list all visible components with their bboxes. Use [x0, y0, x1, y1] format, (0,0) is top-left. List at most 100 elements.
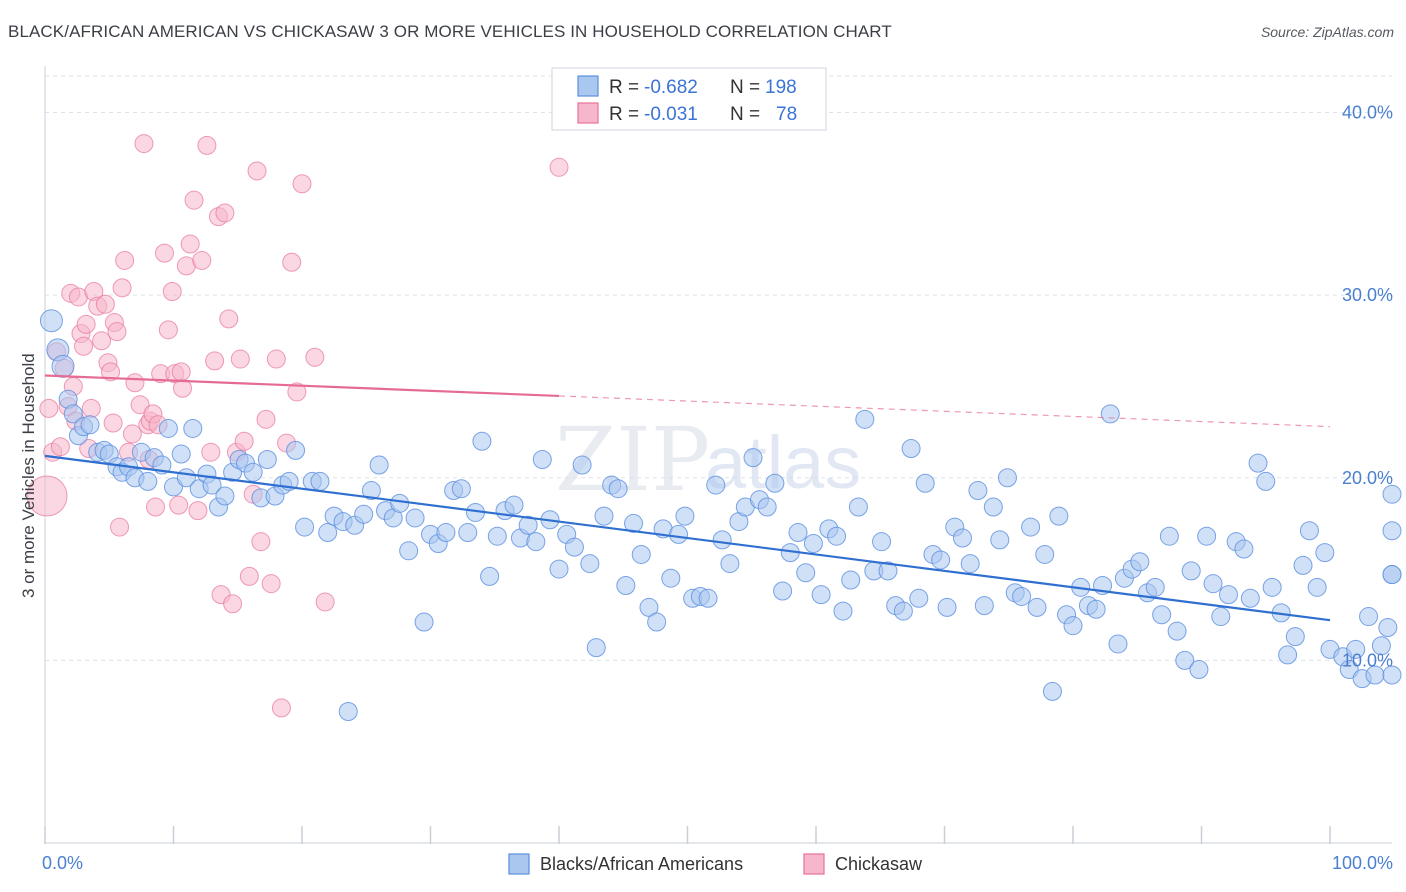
- black-point: [1293, 555, 1313, 575]
- legend-n-label-2: N =: [730, 104, 760, 125]
- chickasaw-point: [162, 281, 182, 301]
- black-point: [405, 508, 425, 528]
- black-point: [1100, 404, 1120, 424]
- black-point: [171, 444, 191, 464]
- black-point: [39, 309, 63, 333]
- black-point: [354, 504, 374, 524]
- x-tick-labels: 0.0% 100.0%: [42, 853, 1393, 873]
- black-point: [1285, 627, 1305, 647]
- chickasaw-point: [197, 135, 217, 155]
- chickasaw-point: [115, 250, 135, 270]
- black-point: [310, 471, 330, 491]
- chickasaw-point: [287, 382, 307, 402]
- black-point: [757, 497, 777, 517]
- black-point: [1240, 588, 1260, 608]
- black-point: [990, 530, 1010, 550]
- black-point: [827, 526, 847, 546]
- black-point: [1339, 660, 1359, 680]
- chickasaw-point: [266, 349, 286, 369]
- black-point: [257, 450, 277, 469]
- chickasaw-point: [146, 497, 166, 517]
- legend-r-label-1: R =: [609, 77, 639, 98]
- black-point: [549, 559, 569, 579]
- chickasaw-point: [110, 517, 130, 537]
- black-point: [369, 455, 389, 475]
- black-point: [183, 418, 203, 438]
- chickasaw-point: [101, 362, 121, 382]
- black-point: [706, 475, 726, 495]
- correlation-legend: R = -0.682 N = 198 R = -0.031 N = 78: [551, 67, 827, 131]
- legend-swatch-blue: [577, 75, 599, 97]
- black-point: [361, 481, 381, 501]
- black-point: [1371, 636, 1391, 656]
- black-point: [931, 550, 951, 570]
- black-point: [1021, 517, 1041, 537]
- black-point: [1197, 526, 1217, 546]
- black-point: [1278, 645, 1298, 665]
- black-point: [436, 523, 456, 543]
- black-trend-line: [44, 454, 1331, 622]
- chickasaw-point: [122, 424, 142, 444]
- black-point: [952, 528, 972, 548]
- black-point: [504, 495, 524, 515]
- black-point: [594, 506, 614, 526]
- black-point: [399, 541, 419, 561]
- black-point: [1152, 605, 1172, 625]
- chickasaw-point: [261, 574, 281, 594]
- chickasaw-trend-extension: [558, 395, 1331, 428]
- black-point: [1382, 565, 1402, 585]
- chart-title: BLACK/AFRICAN AMERICAN VS CHICKASAW 3 OR…: [8, 22, 892, 41]
- black-point: [661, 568, 681, 588]
- black-point: [1189, 660, 1209, 680]
- black-point: [1248, 453, 1268, 473]
- black-point: [968, 481, 988, 501]
- black-point: [893, 601, 913, 621]
- chickasaw-point: [239, 566, 259, 586]
- black-point: [1159, 526, 1179, 546]
- chickasaw-point: [256, 409, 276, 429]
- chickasaw-point: [230, 349, 250, 369]
- black-points: [39, 309, 1402, 722]
- black-point: [564, 537, 584, 557]
- black-point: [909, 588, 929, 608]
- black-point: [1027, 597, 1047, 617]
- black-point: [63, 404, 83, 424]
- black-point: [1203, 574, 1223, 594]
- series-swatch-blacks: [508, 853, 530, 875]
- black-point: [1315, 543, 1335, 563]
- series-swatch-chickasaw: [803, 853, 825, 875]
- chickasaw-point: [201, 442, 221, 462]
- black-point: [974, 596, 994, 616]
- black-point: [848, 497, 868, 517]
- black-point: [518, 515, 538, 535]
- legend-r-label-2: R =: [609, 104, 639, 125]
- black-point: [1234, 539, 1254, 559]
- black-point: [1262, 577, 1282, 597]
- watermark: ZIP atlas: [555, 408, 861, 511]
- black-point: [872, 532, 892, 552]
- black-point: [414, 612, 434, 632]
- black-point: [215, 486, 235, 506]
- black-point: [1256, 471, 1276, 491]
- black-point: [1359, 607, 1379, 627]
- black-point: [51, 354, 75, 378]
- black-point: [390, 493, 410, 513]
- black-point: [338, 702, 358, 722]
- black-point: [669, 524, 689, 544]
- source-label: Source: ZipAtlas.com: [1260, 24, 1394, 40]
- series-legend: Blacks/African Americans Chickasaw: [508, 853, 923, 875]
- legend-n-value-1: 198: [765, 77, 797, 98]
- y-tick-label: 30.0%: [1342, 285, 1393, 305]
- chickasaw-point: [247, 161, 267, 181]
- black-point: [855, 409, 875, 429]
- black-point: [1145, 577, 1165, 597]
- legend-n-label-1: N =: [730, 77, 760, 98]
- black-point: [765, 473, 785, 493]
- chickasaw-point: [95, 294, 115, 314]
- black-point: [572, 455, 592, 475]
- black-point: [318, 523, 338, 543]
- chickasaw-point: [155, 243, 175, 263]
- black-point: [472, 431, 492, 451]
- black-point: [901, 439, 921, 459]
